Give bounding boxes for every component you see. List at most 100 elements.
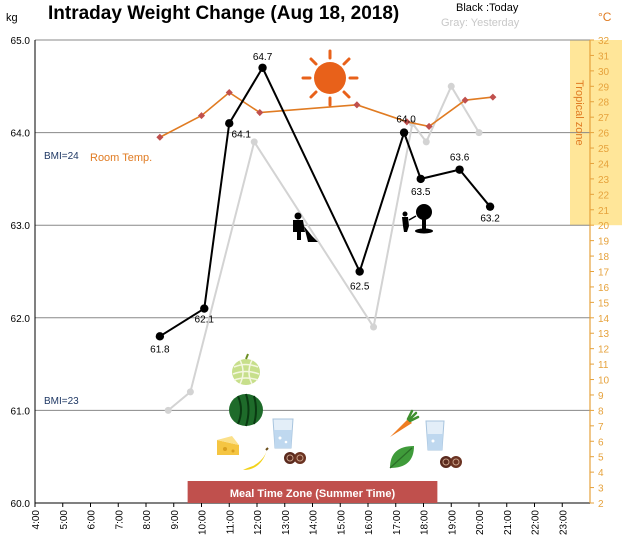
right-tick-label: 8: [598, 406, 604, 417]
right-tick-label: 32: [598, 36, 610, 47]
right-tick-label: 28: [598, 98, 610, 109]
yesterday-point: [447, 82, 455, 90]
sun-icon: [301, 49, 359, 107]
chocolate-icon: [284, 452, 306, 464]
x-tick-label: 9:00: [170, 510, 181, 530]
yesterday-point: [370, 323, 378, 331]
x-tick-label: 15:00: [336, 510, 347, 535]
room-temp-point: [461, 96, 469, 104]
cheese-icon: [217, 436, 239, 455]
right-axis-unit: °C: [598, 10, 612, 24]
yesterday-point: [164, 406, 172, 414]
room-temp-point: [256, 109, 264, 117]
water-glass-icon: [425, 420, 445, 451]
today-point: [485, 202, 495, 211]
left-tick-label: 61.0: [11, 406, 31, 417]
today-point: [416, 174, 425, 184]
right-tick-label: 26: [598, 129, 610, 140]
tropical-zone-label: Tropical zone: [573, 80, 585, 146]
room-temp-point: [353, 101, 361, 109]
today-data-label: 63.2: [480, 214, 500, 225]
x-tick-label: 8:00: [142, 510, 153, 530]
right-tick-label: 25: [598, 144, 610, 155]
x-tick-label: 23:00: [558, 510, 569, 535]
today-point: [258, 63, 267, 72]
leaf-vegetable-icon: [389, 446, 414, 469]
today-data-label: 63.5: [411, 187, 431, 198]
right-tick-label: 29: [598, 82, 610, 93]
person-with-tree-icon: [402, 204, 433, 234]
today-point: [399, 128, 409, 137]
right-tick-label: 10: [598, 376, 610, 387]
room-temp-point: [489, 93, 497, 101]
room-temp-line: [159, 91, 493, 138]
yesterday-point: [422, 138, 430, 146]
right-tick-label: 24: [598, 159, 610, 170]
grid-lines: [35, 39, 590, 504]
today-data-label: 64.1: [232, 129, 252, 140]
right-tick-label: 21: [598, 206, 610, 217]
today-data-label: 61.8: [150, 344, 170, 355]
today-data-label: 63.6: [450, 153, 470, 164]
right-tick-label: 16: [598, 283, 610, 294]
right-tick-label: 20: [598, 221, 610, 232]
x-axis: 4:00 5:00 6:00 7:00 8:00 9:00 10:00 11:00 12:00 1…: [31, 503, 569, 535]
x-tick-label: 6:00: [87, 510, 98, 530]
right-tick-label: 18: [598, 252, 610, 263]
right-tick-label: 19: [598, 237, 610, 248]
room-temp-point: [156, 133, 164, 141]
right-tick-label: 3: [598, 484, 604, 495]
left-tick-label: 65.0: [11, 36, 31, 47]
right-tick-label: 12: [598, 345, 610, 356]
today-data-label: 62.1: [195, 315, 215, 326]
today-data-label: 64.7: [253, 52, 273, 63]
today-point: [155, 332, 165, 341]
x-tick-label: 22:00: [531, 510, 542, 535]
banana-icon: [243, 447, 269, 470]
x-tick-label: 16:00: [364, 510, 375, 535]
x-tick-label: 5:00: [59, 510, 70, 530]
right-tick-label: 4: [598, 468, 604, 479]
left-tick-label: 63.0: [11, 221, 31, 232]
x-tick-label: 17:00: [392, 510, 403, 535]
carrot-icon: [390, 409, 420, 437]
left-tick-label: 64.0: [11, 129, 31, 140]
bmi-24-label: BMI=24: [44, 151, 79, 162]
watermelon-icon: [229, 393, 263, 427]
room-temp-point: [425, 122, 433, 130]
right-tick-label: 22: [598, 190, 610, 201]
x-tick-label: 14:00: [309, 510, 320, 535]
x-tick-label: 4:00: [31, 510, 42, 530]
today-data-label: 62.5: [350, 282, 370, 293]
yesterday-point: [475, 129, 483, 137]
yesterday-point: [250, 138, 258, 146]
x-tick-label: 11:00: [225, 510, 236, 535]
right-tick-label: 9: [598, 391, 604, 402]
x-tick-label: 12:00: [253, 510, 264, 535]
chocolate-icon: [440, 456, 462, 468]
today-point: [455, 165, 464, 174]
x-tick-label: 7:00: [114, 510, 125, 530]
right-tick-label: 30: [598, 67, 610, 78]
right-tick-label: 7: [598, 422, 604, 433]
x-tick-label: 20:00: [475, 510, 486, 535]
right-tick-label: 5: [598, 453, 604, 464]
left-y-axis: 65.0 64.0 63.0 62.0 61.0 60.0: [11, 36, 36, 510]
chart-title: Intraday Weight Change (Aug 18, 2018): [48, 3, 399, 24]
left-tick-label: 60.0: [11, 499, 31, 510]
room-temp-point: [197, 112, 206, 120]
series-layer: 61.8 62.1 64.1 64.7 62.5 64.0 63.5 63.6 63.2: [150, 52, 500, 414]
right-tick-label: 14: [598, 314, 610, 325]
right-tick-label: 2: [598, 499, 604, 510]
legend-yesterday: Gray: Yesterday: [441, 17, 520, 29]
meal-time-zone-band: [187, 481, 438, 503]
yesterday-line: [167, 84, 480, 412]
right-tick-label: 13: [598, 329, 610, 340]
right-tick-label: 27: [598, 113, 610, 124]
right-tick-label: 17: [598, 268, 610, 279]
right-tick-label: 15: [598, 298, 610, 309]
legend-today: Black :Today: [456, 2, 519, 14]
today-point: [355, 267, 364, 276]
